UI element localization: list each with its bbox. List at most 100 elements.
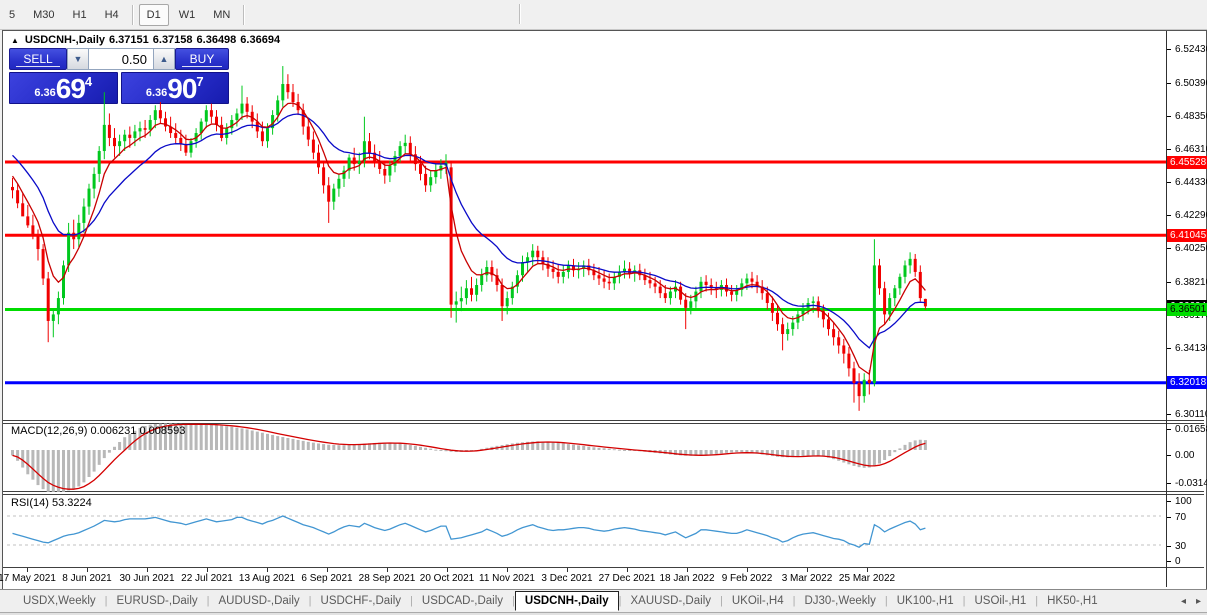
ohlc-high: 6.37158 <box>152 34 193 46</box>
lot-decrease-button[interactable]: ▼ <box>67 48 89 70</box>
date-label: 3 Dec 2021 <box>541 573 593 584</box>
macd-tick <box>1167 429 1171 430</box>
timeframe-button-h1[interactable]: H1 <box>72 8 87 21</box>
tab-separator: | <box>720 595 723 607</box>
date-label: 30 Jun 2021 <box>119 573 175 584</box>
price-tick <box>1167 215 1171 216</box>
chart-tab-eurusd-daily[interactable]: EURUSD-,Daily <box>116 595 198 607</box>
lot-size-input[interactable] <box>89 48 153 70</box>
date-label: 22 Jul 2021 <box>181 573 233 584</box>
chart-tab-usdcad-daily[interactable]: USDCAD-,Daily <box>421 595 504 607</box>
collapse-panel-icon[interactable]: ▲ <box>11 36 19 45</box>
rsi-axis-label: 70 <box>1175 512 1187 523</box>
date-tick <box>207 568 208 572</box>
macd-main-value: 0.006231 <box>90 425 137 437</box>
resistance-level-2: 6.41045 <box>1167 229 1207 242</box>
tab-separator: | <box>884 595 888 607</box>
price-tick <box>1167 414 1171 415</box>
toolbar-separator <box>131 4 134 25</box>
macd-axis-label: 0.00 <box>1175 450 1195 461</box>
sell-price-prefix: 6.36 <box>34 87 56 99</box>
date-tick <box>867 568 868 572</box>
macd-indicator-label: MACD(12,26,9) 0.006231 0.008593 <box>11 425 186 437</box>
timeframe-button-5[interactable]: 5 <box>9 8 16 21</box>
chart-tab-bar: USDX,Weekly | EURUSD-,Daily | AUDUSD-,Daily |… <box>0 589 1207 612</box>
price-axis-label: 6.38210 <box>1175 277 1207 288</box>
chart-symbol-title: USDCNH-,Daily <box>24 34 105 46</box>
date-label: 6 Sep 2021 <box>301 573 353 584</box>
buy-button[interactable]: BUY <box>175 48 229 70</box>
date-tick <box>447 568 448 572</box>
chart-tab-hk50-h1[interactable]: HK50-,H1 <box>1047 595 1098 607</box>
rsi-indicator-label: RSI(14) 53.3224 <box>11 497 92 509</box>
price-axis-label: 6.34130 <box>1175 343 1207 354</box>
chart-tab-usoil-h1[interactable]: USOil-,H1 <box>974 595 1027 607</box>
price-tick <box>1167 49 1171 50</box>
date-tick <box>507 568 508 572</box>
tab-scroll-left-icon[interactable]: ◂ <box>1180 595 1186 607</box>
timeframe-button-h4[interactable]: H4 <box>104 8 119 21</box>
tab-separator: | <box>962 595 966 607</box>
timeframe-button-d1[interactable]: D1 <box>138 3 169 26</box>
date-label: 18 Jan 2022 <box>659 573 715 584</box>
price-tick <box>1167 116 1171 117</box>
price-axis-label: 6.46310 <box>1175 144 1207 155</box>
chart-tab-usdx-weekly[interactable]: USDX,Weekly <box>23 595 96 607</box>
date-tick <box>267 568 268 572</box>
tab-separator: | <box>410 595 413 607</box>
tab-separator: | <box>206 595 210 607</box>
sell-price-big: 69 <box>55 73 86 104</box>
price-axis-label: 6.40250 <box>1175 243 1207 254</box>
price-tick <box>1167 83 1171 84</box>
timeframe-button-m30[interactable]: M30 <box>33 8 55 21</box>
price-chart-canvas <box>3 31 1204 587</box>
price-axis-label: 6.48350 <box>1175 111 1207 122</box>
date-tick <box>87 568 88 572</box>
date-tick <box>27 568 28 572</box>
toolbar-separator <box>243 4 246 25</box>
chart-tab-audusd-daily[interactable]: AUDUSD-,Daily <box>218 595 300 607</box>
rsi-tick <box>1167 501 1171 502</box>
sell-price-panel[interactable]: 6.36 69 4 <box>9 72 118 104</box>
chart-tab-ukoil-h4[interactable]: UKOil-,H4 <box>731 595 784 607</box>
price-tick <box>1167 149 1171 150</box>
rsi-tick <box>1167 517 1171 518</box>
date-label: 28 Sep 2021 <box>358 573 416 584</box>
macd-tick <box>1167 455 1171 456</box>
date-tick <box>687 568 688 572</box>
date-label: 3 Mar 2022 <box>781 573 833 584</box>
tab-scroll-right-icon[interactable]: ▸ <box>1195 595 1201 607</box>
timeframe-button-w1[interactable]: W1 <box>178 8 196 21</box>
chart-tab-usdcnh-daily[interactable]: USDCNH-,Daily <box>514 591 619 611</box>
sell-button[interactable]: SELL <box>9 48 67 70</box>
lot-increase-button[interactable]: ▲ <box>153 48 175 70</box>
support-level-blue: 6.32018 <box>1167 376 1207 389</box>
date-label: 20 Oct 2021 <box>419 573 475 584</box>
date-label: 25 Mar 2022 <box>838 573 896 584</box>
price-tick <box>1167 182 1171 183</box>
chart-title-bar: ▲ USDCNH-,Daily 6.37151 6.37158 6.36498 6.366… <box>11 34 284 46</box>
sell-price-pip: 4 <box>84 74 93 89</box>
toolbar-separator <box>519 4 521 24</box>
date-tick <box>327 568 328 572</box>
buy-price-panel[interactable]: 6.36 90 7 <box>120 72 229 104</box>
chart-tab-uk100-h1[interactable]: UK100-,H1 <box>896 595 954 607</box>
timeframe-button-mn[interactable]: MN <box>213 8 231 21</box>
status-strip <box>0 612 1207 615</box>
chart-window: ▲ USDCNH-,Daily 6.37151 6.37158 6.36498 6.366… <box>0 30 1207 590</box>
tab-separator: | <box>512 595 515 607</box>
rsi-axis-label: 30 <box>1175 541 1187 552</box>
date-tick <box>147 568 148 572</box>
date-label: 11 Nov 2021 <box>479 573 535 584</box>
price-axis-label: 6.44330 <box>1175 177 1207 188</box>
chart-tab-dj30-weekly[interactable]: DJ30-,Weekly <box>804 595 876 607</box>
date-label: 27 Dec 2021 <box>598 573 656 584</box>
chart-tab-xauusd-daily[interactable]: XAUUSD-,Daily <box>630 595 711 607</box>
rsi-tick <box>1167 561 1171 562</box>
macd-axis-label: -0.03142 <box>1175 478 1207 489</box>
date-label: 8 Jun 2021 <box>62 573 112 584</box>
date-tick <box>807 568 808 572</box>
price-tick <box>1167 282 1171 283</box>
chart-tab-usdchf-daily[interactable]: USDCHF-,Daily <box>320 595 402 607</box>
